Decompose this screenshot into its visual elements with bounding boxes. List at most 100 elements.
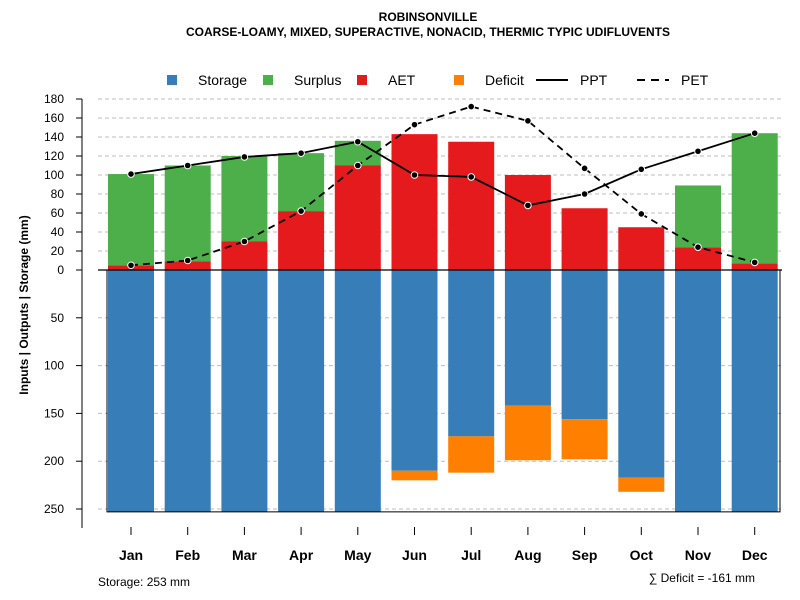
surplus-bar (164, 165, 211, 262)
surplus-bar (675, 185, 721, 248)
y-tick-label: 200 (44, 454, 64, 468)
aet-bar (504, 175, 551, 270)
deficit-note: ∑ Deficit = -161 mm (649, 571, 755, 585)
pet-point (410, 120, 419, 129)
pet-point (354, 161, 362, 170)
aet-bar (278, 211, 325, 270)
x-tick-label: Mar (232, 547, 257, 563)
pet-point (694, 243, 702, 251)
ppt-point (467, 173, 476, 181)
x-tick-label: Aug (514, 547, 541, 563)
y-tick-label: 60 (51, 206, 65, 220)
y-tick-label: 100 (44, 359, 64, 373)
ppt-point (240, 153, 249, 161)
ppt-point (524, 201, 532, 210)
pet-point (637, 210, 646, 218)
pet-point (127, 261, 135, 270)
aet-bar (391, 134, 438, 270)
surplus-bar (221, 156, 268, 242)
deficit-bar (391, 470, 438, 481)
x-tick-label: Sep (572, 547, 598, 563)
y-tick-label: 160 (44, 111, 64, 125)
aet-bar (448, 141, 495, 270)
x-tick-label: May (344, 547, 371, 563)
pet-point (240, 237, 249, 246)
y-tick-label: 180 (44, 92, 64, 106)
bars (98, 133, 782, 513)
x-tick-label: Jun (402, 547, 427, 563)
ppt-point (750, 129, 759, 137)
legend-swatch-aet (357, 75, 367, 85)
pet-point (750, 258, 759, 267)
storage-bar (618, 270, 665, 478)
y-tick-label: 80 (51, 187, 65, 201)
aet-bar (221, 241, 268, 270)
y-tick-label: 140 (44, 130, 64, 144)
x-tick-label: Apr (289, 547, 314, 563)
x-tick-label: Dec (742, 547, 768, 563)
ppt-line (130, 132, 755, 207)
aet-bar (675, 247, 721, 270)
storage-bar (221, 270, 268, 512)
legend-label-deficit: Deficit (485, 72, 524, 88)
x-tick-label: Oct (630, 547, 654, 563)
x-tick-label: Jan (119, 547, 143, 563)
storage-bar (334, 270, 381, 512)
y-axis-label: Inputs | Outputs | Storage (mm) (17, 215, 31, 394)
chart-subtitle: COARSE-LOAMY, MIXED, SUPERACTIVE, NONACI… (186, 25, 670, 39)
pet-line (130, 105, 755, 267)
storage-bar (731, 270, 778, 512)
storage-bar (448, 270, 495, 437)
legend-label-surplus: Surplus (294, 72, 341, 88)
surplus-bar (278, 153, 325, 212)
storage-bar (108, 270, 154, 512)
pet-point (297, 207, 305, 215)
y-tick-label: 120 (44, 149, 64, 163)
grid-lines (98, 98, 782, 510)
storage-bar (164, 270, 211, 512)
pet-point (580, 164, 589, 173)
legend-label-ppt: PPT (580, 72, 608, 88)
y-tick-label: 250 (44, 502, 64, 516)
aet-bar (618, 227, 665, 270)
pet-point (524, 117, 532, 125)
ppt-point (580, 190, 589, 198)
storage-bar (561, 270, 608, 420)
legend-label-pet: PET (681, 72, 709, 88)
legend-label-storage: Storage (198, 72, 247, 88)
ppt-point (410, 171, 419, 179)
surplus-bar (108, 174, 154, 266)
chart-title: ROBINSONVILLE (379, 10, 478, 24)
aet-bar (561, 208, 608, 270)
aet-bar (164, 261, 211, 270)
ppt-point (183, 161, 192, 170)
y-tick-label: 20 (51, 244, 65, 258)
y-tick-label: 150 (44, 406, 64, 420)
legend-swatch-storage (167, 75, 177, 85)
ppt-point (127, 170, 135, 178)
axes: 0 20 40 60 80 100 120 140 160 180 50 100 150 200 250 Ja… (44, 92, 768, 563)
storage-bar (391, 270, 438, 471)
y-tick-label: 50 (51, 311, 65, 325)
storage-note: Storage: 253 mm (98, 575, 190, 589)
deficit-bar (504, 405, 551, 461)
aet-bar (334, 165, 381, 270)
legend: Storage Surplus AET Deficit PPT PET (167, 72, 709, 88)
legend-swatch-deficit (454, 75, 464, 85)
x-tick-label: Nov (685, 547, 712, 563)
y-tick-label: 100 (44, 168, 64, 182)
aet-bar (731, 263, 778, 270)
pet-point (467, 102, 476, 111)
legend-swatch-surplus (263, 75, 273, 85)
pet-point (183, 256, 192, 265)
y-tick-label: 0 (57, 263, 64, 277)
deficit-bar (561, 419, 608, 460)
surplus-bar (731, 133, 778, 264)
legend-label-aet: AET (388, 72, 416, 88)
ppt-point (694, 147, 702, 156)
y-tick-label: 40 (51, 225, 65, 239)
x-tick-label: Feb (175, 547, 200, 563)
deficit-bar (448, 436, 495, 473)
ppt-point (637, 165, 646, 174)
